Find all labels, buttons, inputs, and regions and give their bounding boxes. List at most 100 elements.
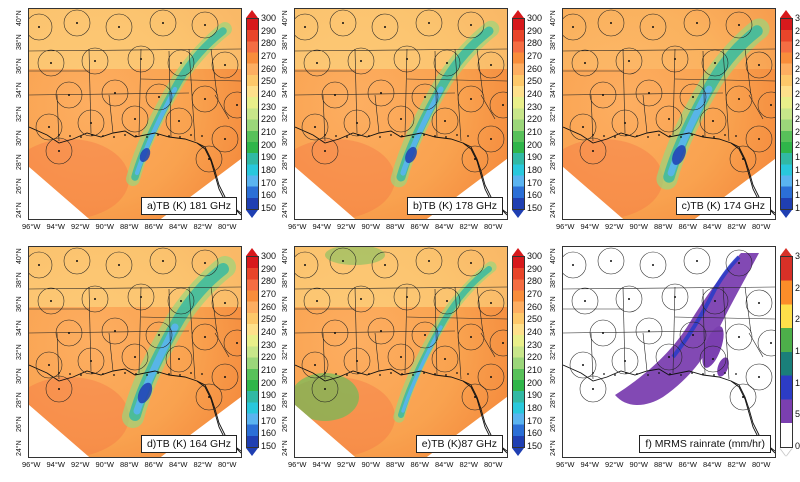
lat-label: 26°N: [16, 416, 23, 432]
lat-label: 36°N: [16, 58, 23, 74]
colorbar-tick-label: 160: [795, 190, 800, 201]
colorbar-max-arrow: [246, 10, 258, 18]
lat-label: 32°N: [282, 344, 289, 360]
storm-band: [122, 256, 236, 428]
map-plot: [563, 9, 775, 219]
lon-label: 92°W: [71, 460, 90, 469]
colorbar-tick-label: 200: [261, 139, 277, 150]
colorbar-tick-label: 190: [527, 390, 543, 401]
storm-band: [390, 20, 500, 188]
lat-label: 38°N: [16, 272, 23, 288]
tb-colorbar: [246, 18, 259, 210]
colorbar-tick-label: 170: [527, 415, 543, 426]
lon-label: 88°W: [654, 222, 673, 231]
lon-label: 94°W: [46, 460, 65, 469]
lat-label: 26°N: [282, 178, 289, 194]
lon-label: 82°W: [727, 222, 746, 231]
lon-label: 96°W: [556, 460, 575, 469]
lon-label: 90°W: [95, 460, 114, 469]
colorbar-tick-label: 150: [795, 203, 800, 213]
lon-label: 96°W: [288, 460, 307, 469]
lon-label: 88°W: [654, 460, 673, 469]
lon-label: 86°W: [144, 222, 163, 231]
lon-label: 82°W: [727, 460, 746, 469]
colorbar-tick-label: 280: [261, 276, 277, 287]
colorbar-tick-label: 190: [795, 152, 800, 163]
lon-label: 84°W: [703, 460, 722, 469]
colorbar-tick-label: 290: [795, 25, 800, 36]
map-plot: [295, 247, 507, 457]
lon-label: 82°W: [459, 222, 478, 231]
colorbar-tick-label: 200: [795, 139, 800, 150]
lat-label: 28°N: [550, 154, 557, 170]
map-f: f) MRMS rainrate (mm/hr): [562, 246, 776, 458]
colorbar-max-arrow: [512, 10, 524, 18]
lon-label: 90°W: [361, 460, 380, 469]
colorbar-tick-label: 210: [261, 365, 277, 375]
colorbar-tick-label: 230: [261, 101, 277, 112]
colorbar-tick-label: 270: [261, 51, 277, 61]
lon-label: 92°W: [605, 222, 624, 231]
colorbar-tick-label: 15: [795, 346, 800, 356]
lat-label: 28°N: [550, 392, 557, 408]
map-b: b)TB (K) 178 GHz: [294, 8, 508, 220]
lat-label: 40°N: [16, 10, 23, 26]
lat-label: 30°N: [282, 368, 289, 384]
colorbar-tick-label: 260: [527, 301, 543, 312]
lat-label: 34°N: [282, 82, 289, 98]
colorbar-tick-label: 280: [527, 276, 543, 287]
lon-label: 94°W: [312, 460, 331, 469]
colorbar-min-arrow: [246, 448, 258, 456]
tb-colorbar: [512, 18, 525, 210]
lat-label: 24°N: [550, 202, 557, 218]
colorbar-tick-label: 230: [795, 101, 800, 112]
lon-label: 92°W: [337, 222, 356, 231]
lon-label: 86°W: [410, 222, 429, 231]
colorbar-tick-label: 220: [795, 114, 800, 125]
lat-label: 34°N: [550, 82, 557, 98]
colorbar-tick-label: 150: [261, 203, 277, 213]
lat-label: 36°N: [282, 296, 289, 312]
lon-label: 96°W: [288, 222, 307, 231]
tb-colorbar: [512, 256, 525, 448]
colorbar-tick-label: 160: [261, 190, 277, 201]
tb-colorbar: [246, 256, 259, 448]
lat-label: 30°N: [282, 130, 289, 146]
colorbar-tick-label: 210: [527, 365, 543, 375]
colorbar-tick-label: 190: [261, 152, 277, 163]
colorbar-tick-label: 220: [527, 352, 543, 363]
colorbar-tick-label: 290: [261, 25, 277, 36]
lon-label: 84°W: [703, 222, 722, 231]
lat-label: 34°N: [16, 82, 23, 98]
lat-label: 24°N: [282, 202, 289, 218]
panel-caption: c)TB (K) 174 GHz: [675, 197, 771, 215]
lat-label: 40°N: [550, 10, 557, 26]
colorbar-tick-label: 180: [527, 165, 543, 175]
lon-label: 80°W: [484, 460, 503, 469]
lat-label: 40°N: [550, 248, 557, 264]
lat-label: 38°N: [16, 34, 23, 50]
lon-label: 96°W: [556, 222, 575, 231]
colorbar-tick-label: 260: [261, 63, 277, 74]
colorbar-tick-label: 270: [795, 51, 800, 61]
lon-label: 94°W: [580, 222, 599, 231]
lon-label: 88°W: [120, 460, 139, 469]
colorbar-tick-label: 290: [527, 263, 543, 274]
tb-colorbar: [780, 18, 793, 210]
lon-label: 90°W: [629, 460, 648, 469]
colorbar-min-arrow: [512, 448, 524, 456]
map-d: d)TB (K) 164 GHz: [28, 246, 242, 458]
lat-label: 36°N: [16, 296, 23, 312]
colorbar-tick-label: 180: [527, 403, 543, 413]
lat-label: 30°N: [16, 130, 23, 146]
colorbar-tick-label: 210: [527, 127, 543, 137]
lat-label: 40°N: [282, 10, 289, 26]
panel-caption: b)TB (K) 178 GHz: [406, 197, 503, 215]
lat-label: 24°N: [282, 440, 289, 456]
colorbar-tick-label: 10: [795, 377, 800, 388]
lat-label: 34°N: [16, 320, 23, 336]
rain-colorbar: [780, 256, 793, 448]
lon-label: 92°W: [337, 460, 356, 469]
colorbar-min-arrow: [780, 448, 792, 456]
lon-label: 96°W: [22, 222, 41, 231]
